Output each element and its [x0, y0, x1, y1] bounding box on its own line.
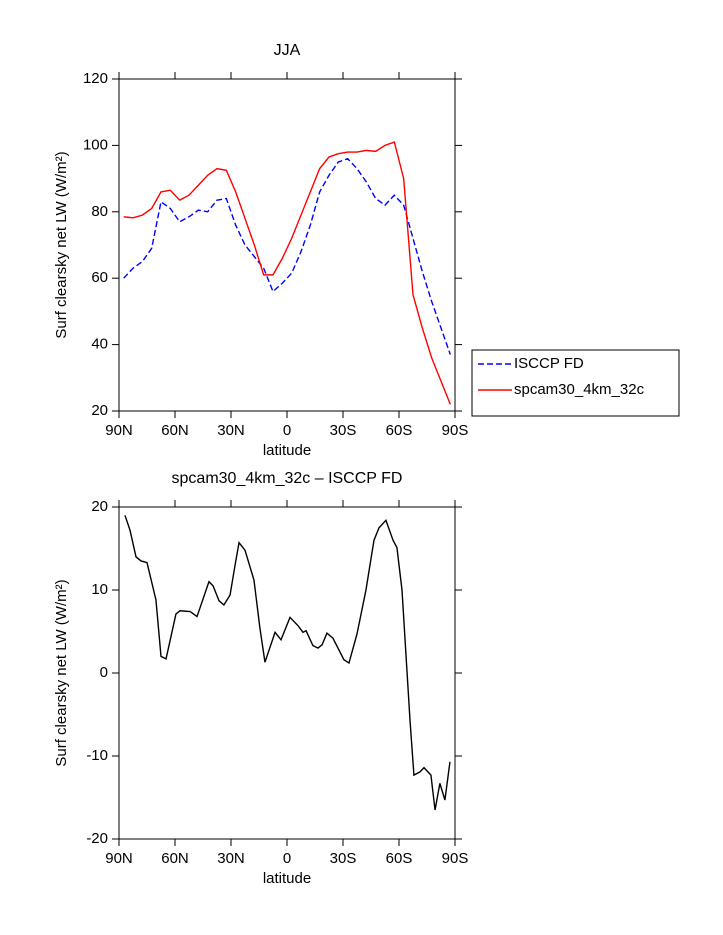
y-tick-label: -10 — [86, 747, 108, 764]
x-tick-label: 0 — [283, 422, 291, 439]
x-tick-label: 60S — [386, 850, 413, 867]
y-tick-label: 120 — [83, 70, 108, 87]
x-tick-label: 30S — [330, 850, 357, 867]
x-tick-label: 60S — [386, 422, 413, 439]
y-tick-label: 20 — [91, 402, 108, 419]
x-tick-label: 90S — [442, 850, 469, 867]
x-tick-label: 30N — [217, 850, 245, 867]
legend-label: spcam30_4km_32c — [514, 381, 645, 398]
x-tick-label: 90S — [442, 422, 469, 439]
y-tick-label: 40 — [91, 336, 108, 353]
x-axis-label: latitude — [263, 442, 311, 459]
y-tick-label: 0 — [100, 664, 108, 681]
x-tick-label: 90N — [105, 422, 133, 439]
x-axis-label: latitude — [263, 870, 311, 887]
y-axis-label: Surf clearsky net LW (W/m²) — [53, 151, 70, 338]
data-line — [123, 157, 451, 355]
x-tick-label: 60N — [161, 422, 189, 439]
y-tick-label: 10 — [91, 581, 108, 598]
y-axis-label: Surf clearsky net LW (W/m²) — [53, 579, 70, 766]
data-line — [124, 515, 451, 811]
y-tick-label: 60 — [91, 269, 108, 286]
y-tick-label: 20 — [91, 498, 108, 515]
y-tick-label: -20 — [86, 830, 108, 847]
x-tick-label: 30N — [217, 422, 245, 439]
x-tick-label: 0 — [283, 850, 291, 867]
x-tick-label: 30S — [330, 422, 357, 439]
y-tick-label: 100 — [83, 136, 108, 153]
legend-label: ISCCP FD — [514, 355, 584, 372]
chart-title: JJA — [274, 42, 301, 59]
plot-frame — [118, 78, 456, 412]
plot-frame — [118, 506, 456, 840]
data-line — [123, 141, 451, 405]
x-tick-label: 60N — [161, 850, 189, 867]
y-tick-label: 80 — [91, 203, 108, 220]
chart-title: spcam30_4km_32c – ISCCP FD — [172, 470, 403, 487]
x-tick-label: 90N — [105, 850, 133, 867]
legend-box — [471, 349, 680, 417]
